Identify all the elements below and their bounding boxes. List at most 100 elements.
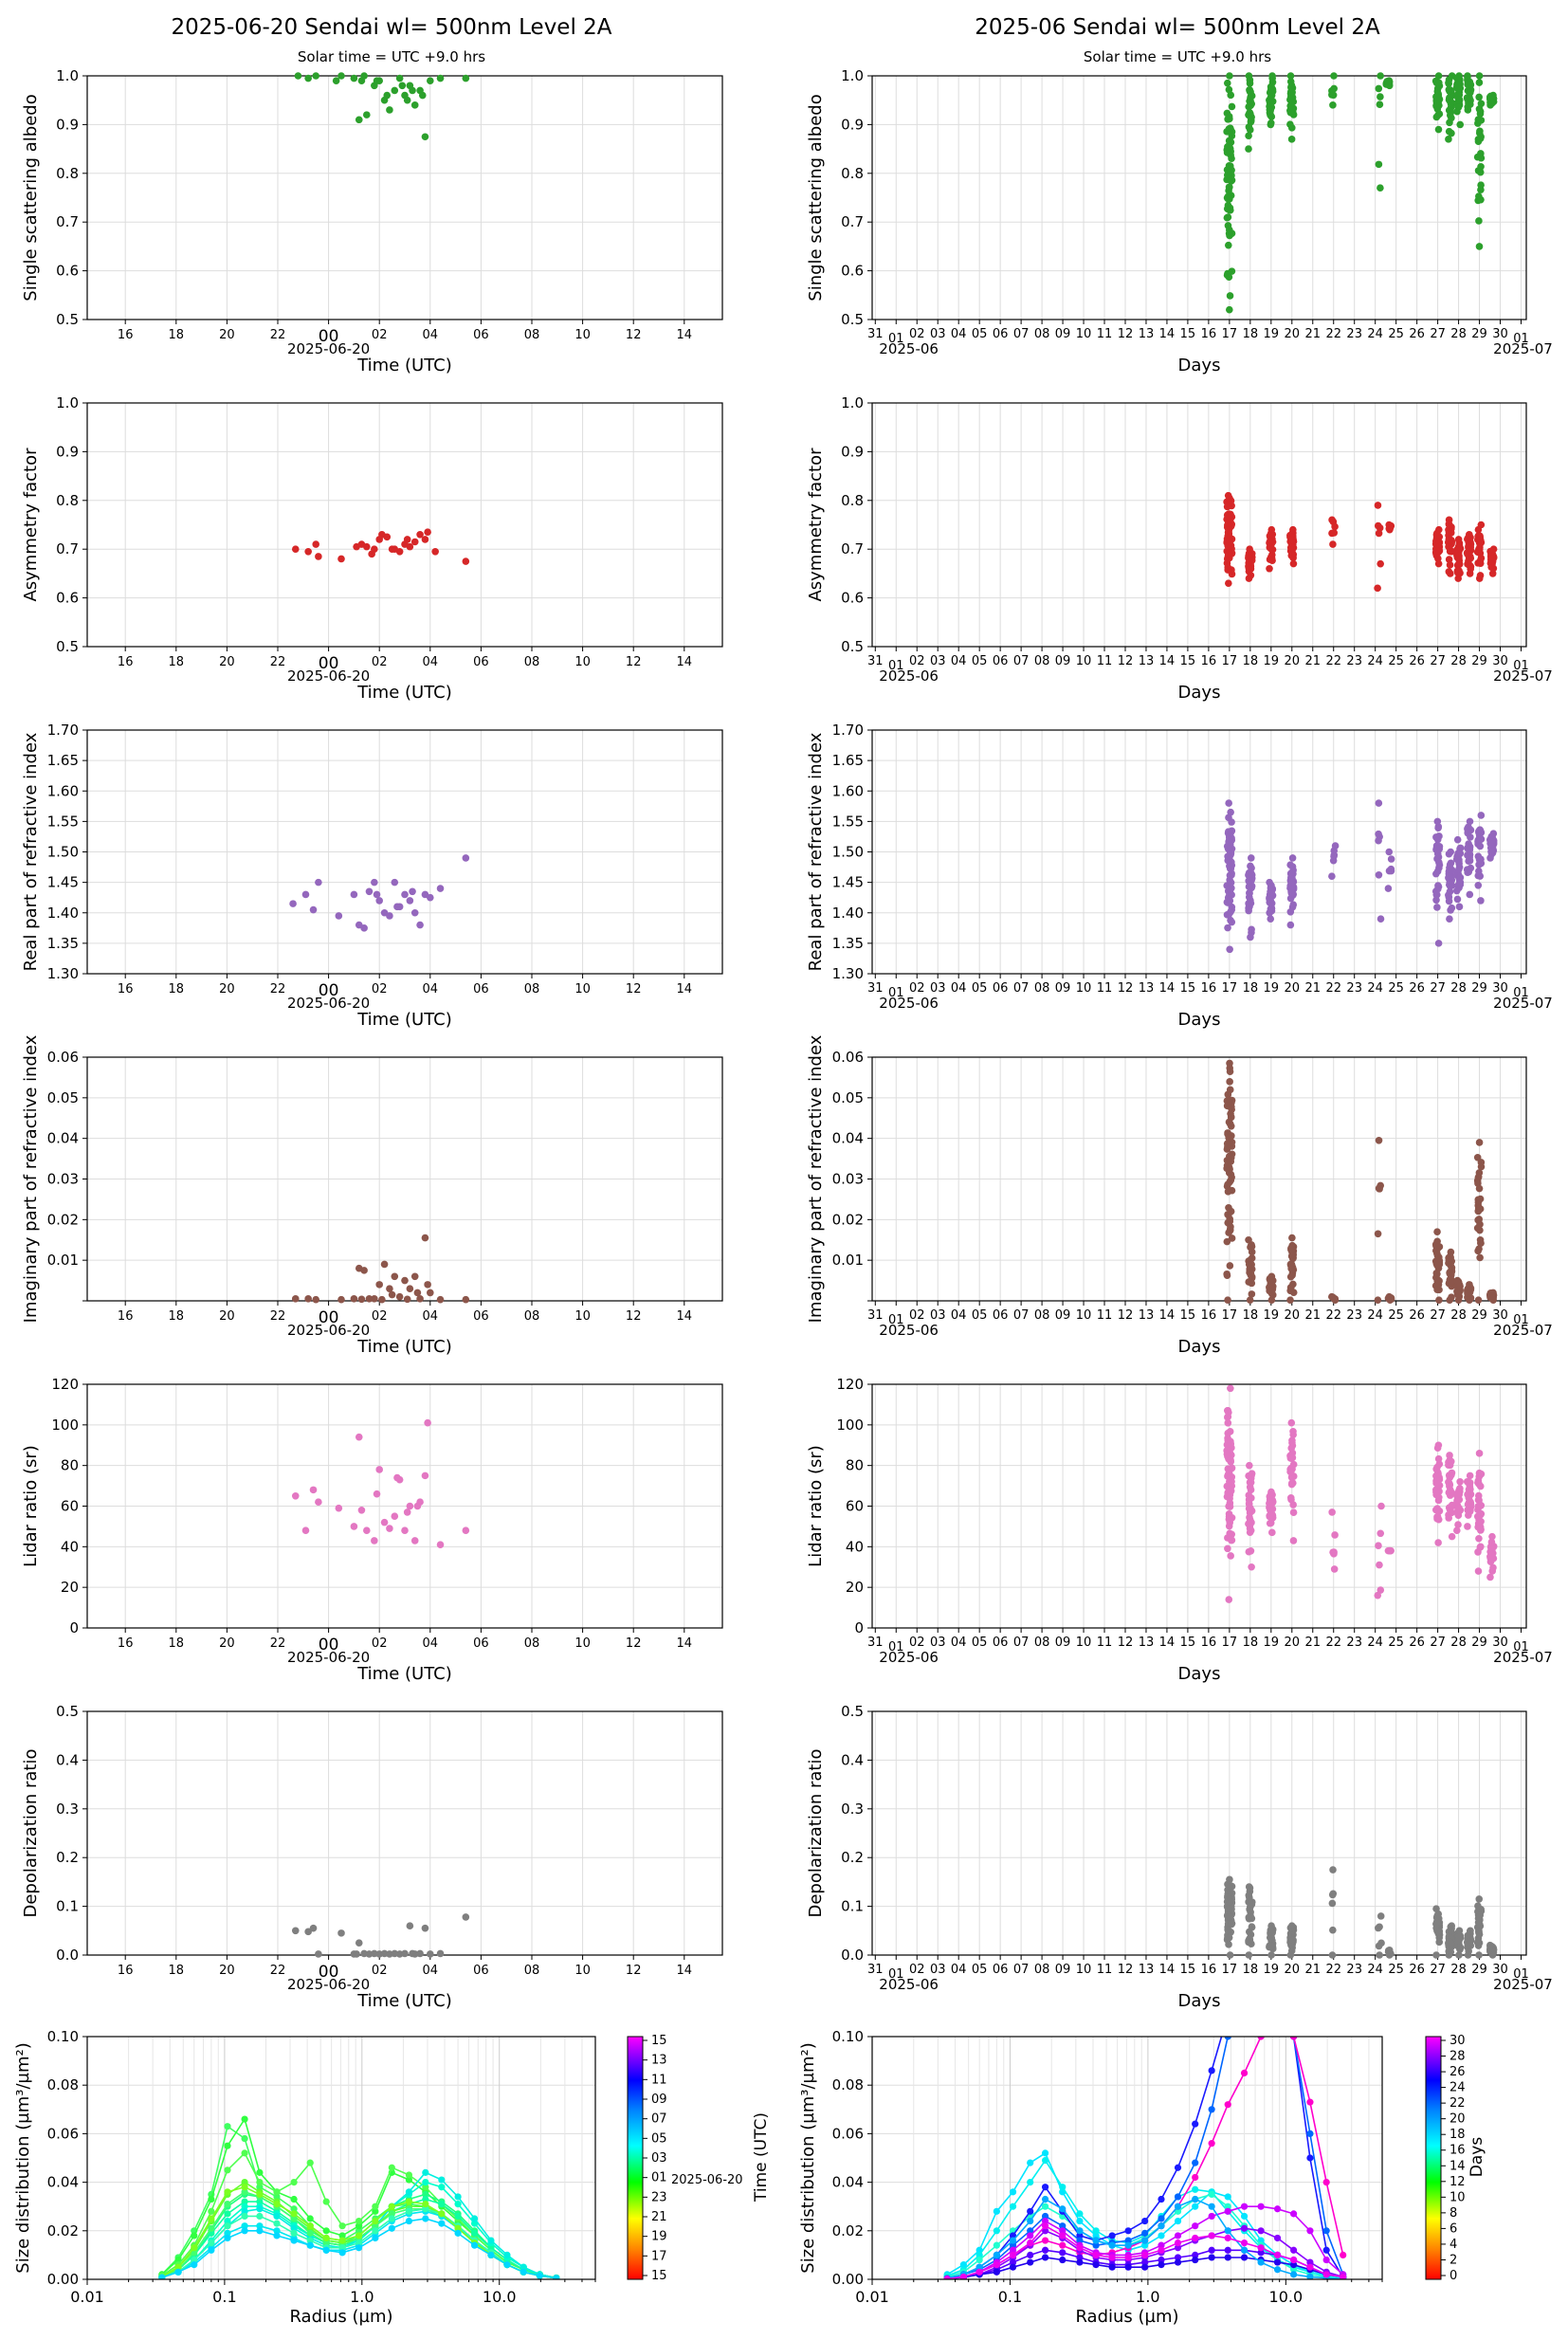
x-tick-label: 01: [1513, 332, 1529, 346]
data-point: [1245, 877, 1252, 885]
data-point: [1228, 267, 1236, 275]
y-axis-label: Real part of refractive index: [806, 732, 826, 971]
x-tick-label: 01: [888, 1967, 904, 1982]
x-tick-label: 16: [1201, 1636, 1217, 1650]
left-title: 2025-06-20 Sendai wl= 500nm Level 2A: [171, 15, 611, 40]
data-point: [1377, 93, 1384, 101]
x-tick-label: 03: [930, 327, 946, 341]
size-point: [422, 2190, 429, 2198]
x-tick-label: 12: [1118, 1308, 1134, 1323]
data-point: [1267, 1519, 1275, 1527]
data-point: [1435, 1256, 1444, 1265]
x-tick-label: 16: [118, 1636, 134, 1651]
x-tick-label: 31: [867, 1636, 884, 1650]
data-point: [1330, 529, 1339, 537]
data-point: [309, 1924, 318, 1932]
data-point: [1455, 1927, 1464, 1935]
data-point: [1288, 1453, 1297, 1462]
x-tick-label: 02: [372, 1964, 388, 1978]
data-point: [1226, 195, 1233, 203]
x-tick-label: 18: [1243, 1308, 1259, 1323]
x-tick-label: 12: [1118, 981, 1134, 996]
colorbar-days-label: Days: [1468, 2137, 1486, 2178]
x-tick-label: 28: [1450, 1636, 1467, 1650]
y-tick-label: 0.5: [841, 1703, 864, 1720]
x-tick-label: 02: [909, 1963, 925, 1977]
data-point: [315, 553, 322, 560]
size-point: [224, 2222, 231, 2230]
data-point: [1473, 1938, 1482, 1947]
x-tick-label: 25: [1388, 1636, 1404, 1650]
data-point: [291, 1491, 300, 1500]
size-point: [256, 2205, 264, 2213]
data-point: [1476, 1235, 1485, 1244]
y-tick-label: 0.01: [832, 1252, 864, 1269]
size-point: [1224, 2246, 1231, 2254]
size-point: [158, 2274, 166, 2279]
data-point: [1476, 842, 1485, 850]
colorbar-tick-label: 09: [651, 2093, 667, 2107]
data-point: [1445, 136, 1452, 143]
data-point: [1226, 1262, 1234, 1270]
x-tick-label: 02: [372, 1636, 388, 1651]
data-point: [1445, 516, 1453, 524]
data-point: [406, 1502, 414, 1510]
data-point: [1453, 895, 1462, 904]
y-tick-label: 0.05: [832, 1089, 864, 1106]
data-point: [436, 1949, 445, 1958]
data-point: [391, 86, 399, 95]
x-tick-label: 01: [888, 1640, 904, 1654]
size-point: [241, 2203, 248, 2210]
data-point: [1434, 883, 1443, 890]
x-end-label: 2025-07: [1493, 1649, 1553, 1666]
y-tick-label: 0.8: [56, 165, 79, 182]
y-tick-label: 0.6: [841, 263, 864, 280]
y-tick-label: 0.9: [56, 443, 79, 460]
x-tick-label: 02: [909, 1636, 925, 1650]
y-tick-label: 0.08: [47, 2076, 79, 2093]
data-point: [1475, 79, 1484, 86]
data-point: [1432, 1905, 1440, 1912]
data-point: [1475, 855, 1484, 864]
data-point: [1474, 1567, 1483, 1575]
size-point: [1240, 2069, 1249, 2076]
x-tick-label: 25: [1388, 1963, 1404, 1977]
data-point: [1377, 559, 1384, 568]
x-tick-label: 20: [219, 328, 235, 342]
data-point: [1452, 1491, 1461, 1500]
data-point: [1289, 525, 1297, 534]
size-point: [1192, 2234, 1199, 2242]
x-tick-label: 26: [1409, 981, 1425, 996]
size-point: [1192, 2256, 1199, 2264]
data-point: [410, 908, 419, 917]
x-tick-label: 02: [372, 655, 388, 669]
data-point: [1433, 817, 1442, 826]
size-point: [372, 2222, 379, 2230]
size-point: [1041, 2246, 1049, 2254]
data-point: [371, 1295, 378, 1303]
data-point: [1486, 1544, 1495, 1551]
x-tick-label: 00: [319, 981, 339, 1000]
y-tick-label: 0.6: [56, 590, 79, 607]
data-point: [1225, 226, 1233, 234]
size-point: [1208, 2106, 1215, 2113]
data-point: [1225, 142, 1233, 151]
data-point: [312, 540, 320, 548]
size-point: [208, 2224, 215, 2232]
x-tick-label: 10: [574, 655, 591, 669]
data-point: [1377, 1529, 1385, 1538]
x-tick-label: 14: [1159, 1636, 1176, 1650]
y-tick-label: 20: [846, 1579, 864, 1596]
size-point: [405, 2217, 413, 2225]
data-point: [1488, 1567, 1497, 1575]
data-point: [1476, 1220, 1484, 1229]
colorbar-tick-label: 22: [1449, 2096, 1466, 2111]
size-point: [1290, 2271, 1298, 2278]
size-point: [1092, 2232, 1100, 2239]
data-point: [1475, 1895, 1484, 1903]
x-tick-label: 10: [574, 982, 591, 996]
size-point: [993, 2207, 1000, 2215]
data-point: [350, 1523, 358, 1530]
data-point: [1248, 928, 1255, 937]
size-point: [1208, 2140, 1215, 2148]
